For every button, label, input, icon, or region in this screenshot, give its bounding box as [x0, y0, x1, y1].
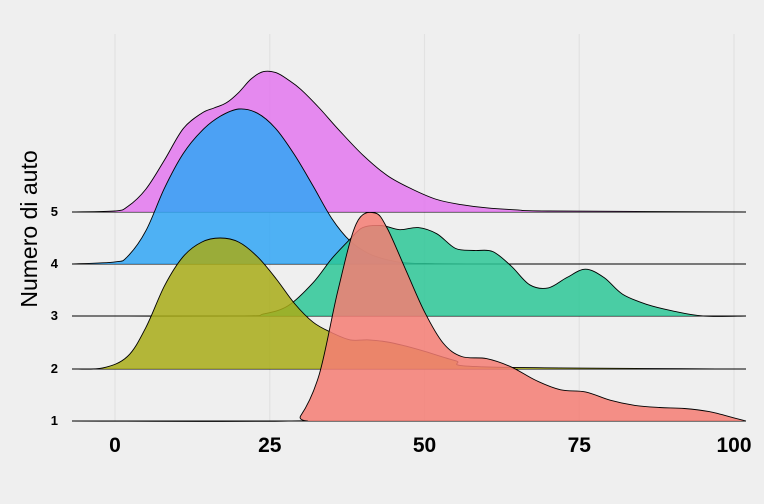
y-axis-label: Numero di auto [16, 150, 42, 307]
x-tick-label: 75 [568, 434, 592, 457]
ridge-area [72, 225, 746, 317]
ridge-outline [71, 211, 747, 422]
y-tick-label: 3 [51, 308, 58, 323]
ridge-area [72, 108, 746, 265]
ridge-area [72, 238, 746, 370]
ridge-area [72, 212, 746, 422]
y-tick-label: 4 [51, 256, 59, 271]
y-tick-label: 1 [51, 413, 58, 428]
ridge-outline [71, 224, 747, 317]
ridge-1 [71, 211, 747, 422]
x-tick-label: 100 [716, 434, 751, 457]
x-tick-label: 0 [109, 434, 121, 457]
y-axis-tick-labels: 1 2 3 4 5 [51, 204, 59, 428]
y-tick-label: 2 [51, 361, 58, 376]
x-tick-label: 50 [413, 434, 436, 457]
x-axis-tick-labels: 0 25 50 75 100 [109, 434, 751, 457]
ridge-outline [71, 70, 747, 213]
ridges [71, 70, 747, 422]
y-tick-label: 5 [51, 204, 58, 219]
x-tick-label: 25 [258, 434, 282, 457]
